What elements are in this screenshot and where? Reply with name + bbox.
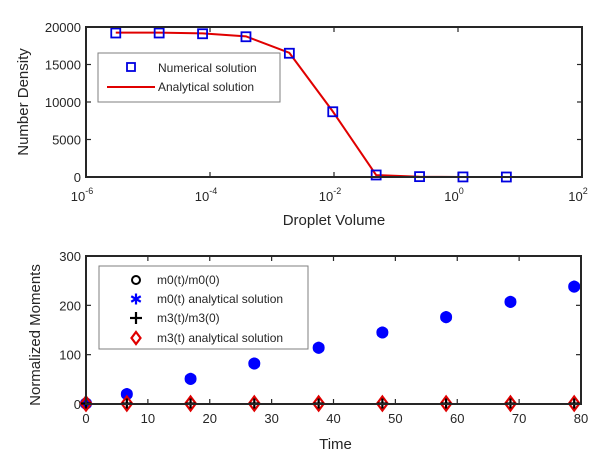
x-tick-label: 10-4 [195,186,217,204]
m0-analytical-marker [504,295,517,308]
legend: Numerical solution Analytical solution [97,52,281,103]
y-tick-label: 5000 [52,133,81,148]
legend-square-icon [126,62,136,72]
m3-analytical-marker [247,394,261,413]
x-tick-label: 10 [141,411,155,426]
legend-asterisk-icon [130,293,142,305]
m3-analytical-marker [183,394,198,413]
y-tick-label: 10000 [45,95,81,110]
x-tick-label: 20 [203,411,217,426]
x-axis-label: Time [319,436,352,453]
x-tick-label: 60 [450,411,464,426]
y-axis-label: Normalized Moments [27,264,44,406]
x-axis-label: Droplet Volume [283,212,386,229]
m3-analytical-marker [312,394,326,413]
legend-box [97,52,281,103]
x-tick-label: 40 [326,411,340,426]
y-tick-label: 100 [59,348,81,363]
legend: m0(t)/m0(0) m0(t) analytical solution m3(t… [98,265,309,350]
m0-analytical-marker [440,311,452,324]
x-tick-label: 102 [568,186,587,204]
numerical-solution-marker [153,27,165,39]
y-axis-label: Number Density [15,48,32,156]
m3-analytical-marker [79,394,93,413]
x-tick-label: 100 [444,186,463,204]
legend-label: m0(t) analytical solution [157,292,283,306]
x-tick-label: 10-6 [71,186,93,204]
x-tick-label: 80 [574,411,588,426]
m0-analytical-marker [568,280,580,293]
numerical-solution-marker [283,47,295,59]
x-tick-label: 50 [388,411,402,426]
legend-label: m3(t) analytical solution [157,331,283,345]
x-tick-label: 30 [264,411,278,426]
plot-area-border [85,26,583,178]
legend-label: Numerical solution [158,61,257,75]
m0-analytical-marker [312,341,325,354]
numerical-solution-marker [240,31,252,43]
m3-analytical-marker [375,394,390,413]
m3-analytical-marker [503,394,518,413]
numerical-solution-marker [370,169,382,181]
y-tick-label: 15000 [45,58,81,73]
y-tick-label: 0 [74,397,81,412]
y-tick-label: 0 [74,170,81,185]
legend-plus-icon [130,312,142,324]
numerical-solution-marker [110,27,122,39]
plot-area-border [85,255,582,405]
y-tick-label: 300 [59,249,81,264]
normalized-moments-chart: 0 10 20 30 40 50 60 70 80 0 100 200 300 Time Normalize… [27,249,588,453]
legend-label: m3(t)/m3(0) [157,311,220,325]
m3-analytical-marker [120,394,134,413]
legend-diamond-icon [130,330,142,346]
m0-analytical-marker [248,357,261,370]
y-tick-label: 200 [59,298,81,313]
m0-analytical-marker [184,372,197,385]
m3-analytical-marker [439,394,453,413]
numerical-solution-marker [197,28,208,40]
legend-circle-icon [131,275,141,285]
legend-label: Analytical solution [158,80,254,94]
y-tick-label: 20000 [45,20,81,35]
numerical-solution-marker [327,106,339,118]
number-density-chart: 10-6 10-4 10-2 100 102 0 5000 10000 15000 20000 Dr… [15,20,588,229]
m0-analytical-marker [376,326,389,339]
m3-analytical-marker [567,394,581,413]
x-tick-label: 70 [512,411,526,426]
x-tick-label: 0 [82,411,89,426]
legend-label: m0(t)/m0(0) [157,273,220,287]
x-tick-label: 10-2 [319,186,341,204]
